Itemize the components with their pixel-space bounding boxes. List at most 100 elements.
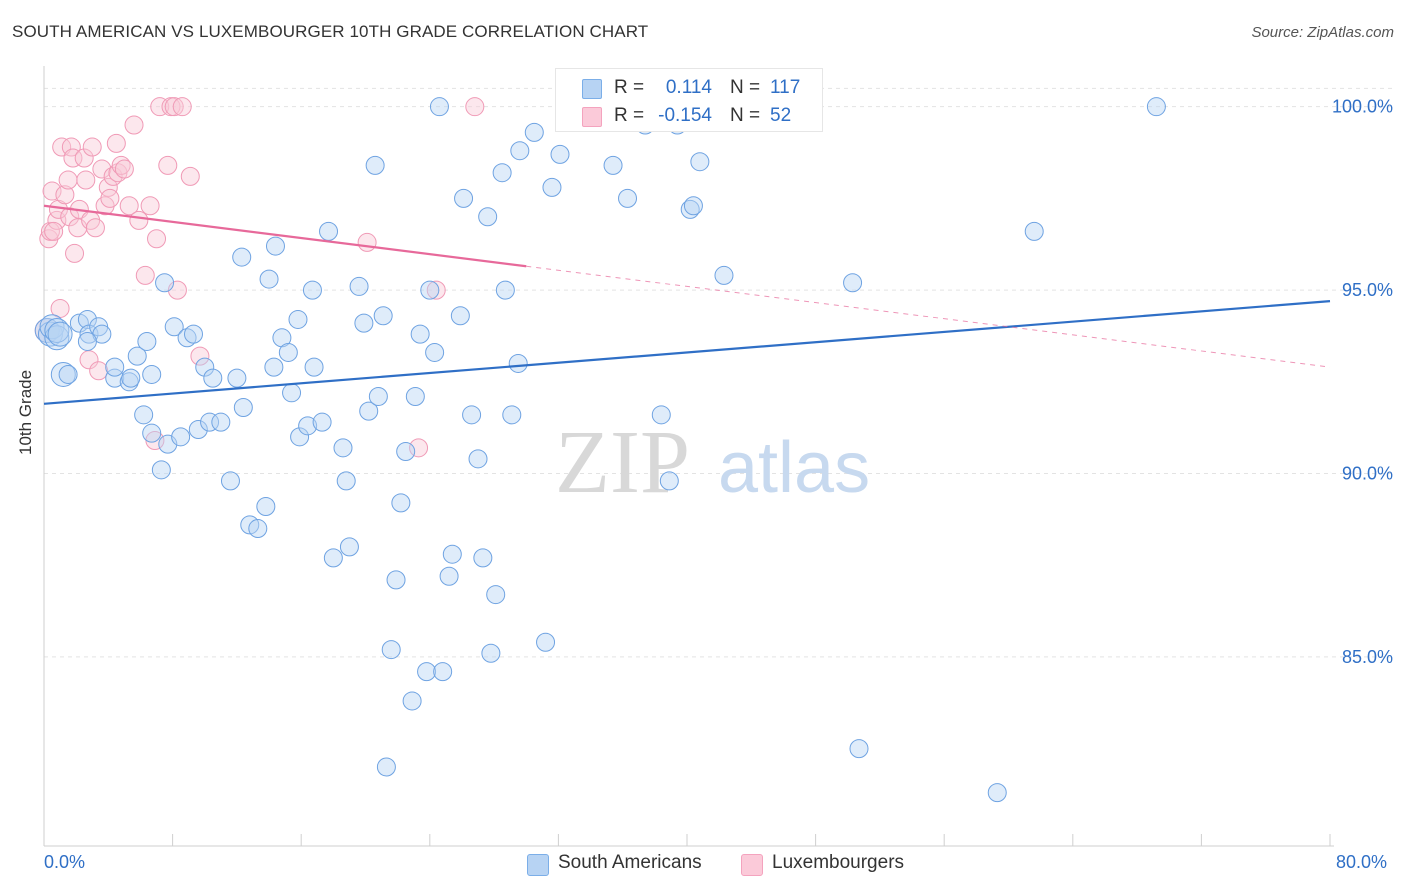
point-south-americans-88 <box>495 280 515 300</box>
point-south-americans-70 <box>402 691 422 711</box>
point-luxembourgers-16 <box>76 170 96 190</box>
legend-n-label: N = <box>730 77 761 98</box>
point-south-americans-46 <box>278 342 298 362</box>
point-luxembourgers-51 <box>44 221 64 241</box>
point-south-americans-31 <box>195 357 215 377</box>
point-south-americans-98 <box>603 155 623 175</box>
point-south-americans-79 <box>450 306 470 326</box>
point-south-americans-1 <box>37 321 63 347</box>
point-luxembourgers-31 <box>129 210 149 230</box>
trend-south-americans <box>43 300 1331 405</box>
legend-n-value: 117 <box>770 77 801 98</box>
point-south-americans-54 <box>319 221 339 241</box>
point-south-americans-108 <box>714 265 734 285</box>
point-south-americans-3 <box>44 325 70 351</box>
watermark: ZIP atlas <box>555 413 870 512</box>
legend-swatch-luxembourgers <box>741 854 763 876</box>
point-south-americans-67 <box>386 570 406 590</box>
point-south-americans-47 <box>282 383 302 403</box>
point-south-americans-4 <box>44 317 70 343</box>
series-legend: South Americans Luxembourgers <box>0 852 1406 878</box>
point-luxembourgers-30 <box>124 115 144 135</box>
trend-lines <box>43 204 1331 405</box>
point-south-americans-33 <box>203 368 223 388</box>
point-south-americans-65 <box>376 757 396 777</box>
point-south-americans-89 <box>502 405 522 425</box>
point-south-americans-53 <box>312 412 332 432</box>
point-south-americans-63 <box>368 386 388 406</box>
point-south-americans-83 <box>473 548 493 568</box>
point-south-americans-37 <box>233 397 253 417</box>
point-luxembourgers-42 <box>190 346 210 366</box>
point-south-americans-95 <box>550 144 570 164</box>
x-tick-label-max: 80.0% <box>1336 852 1388 872</box>
point-south-americans-44 <box>265 236 285 256</box>
point-south-americans-78 <box>442 544 462 564</box>
legend-label-luxembourgers: Luxembourgers <box>772 852 905 873</box>
y-tick-label-85: 85.0% <box>1342 647 1393 667</box>
trend-luxembourgers-solid <box>43 204 527 268</box>
point-south-americans-94 <box>542 177 562 197</box>
point-south-americans-72 <box>410 324 430 344</box>
point-south-americans-84 <box>478 207 498 227</box>
point-south-americans-51 <box>302 280 322 300</box>
point-south-americans-49 <box>290 427 310 447</box>
point-south-americans-62 <box>365 155 385 175</box>
point-south-americans-29 <box>183 324 203 344</box>
y-tick-label-90: 90.0% <box>1342 464 1393 484</box>
point-south-americans-105 <box>680 199 700 219</box>
point-south-americans-106 <box>683 196 703 216</box>
point-south-americans-40 <box>248 519 268 539</box>
point-south-americans-55 <box>323 548 343 568</box>
point-luxembourgers-34 <box>147 229 167 249</box>
point-south-americans-109 <box>843 273 863 293</box>
point-luxembourgers-11 <box>63 148 83 168</box>
point-luxembourgers-32 <box>135 265 155 285</box>
point-luxembourgers-12 <box>65 243 85 263</box>
point-south-americans-50 <box>298 416 318 436</box>
point-south-americans-90 <box>508 353 528 373</box>
point-south-americans-17 <box>121 368 141 388</box>
point-south-americans-91 <box>510 141 530 161</box>
point-south-americans-71 <box>405 386 425 406</box>
legend-swatch-blue <box>582 79 602 99</box>
point-luxembourgers-35 <box>150 97 170 117</box>
point-south-americans-68 <box>391 493 411 513</box>
point-luxembourgers-50 <box>465 97 485 117</box>
point-south-americans-64 <box>373 306 393 326</box>
gridlines <box>44 87 1395 658</box>
point-south-americans-48 <box>288 309 308 329</box>
point-luxembourgers-15 <box>74 148 94 168</box>
legend-r-value: -0.154 <box>658 105 712 126</box>
point-south-americans-52 <box>304 357 324 377</box>
point-south-americans-41 <box>256 497 276 517</box>
point-south-americans-32 <box>200 412 220 432</box>
point-luxembourgers-41 <box>180 166 200 186</box>
legend-r-value: 0.114 <box>665 77 712 98</box>
point-south-americans-112 <box>1024 221 1044 241</box>
legend-swatch-pink <box>582 107 602 127</box>
point-luxembourgers-19 <box>85 218 105 238</box>
point-south-americans-60 <box>354 313 374 333</box>
point-south-americans-114 <box>429 97 449 117</box>
point-south-americans-28 <box>177 328 197 348</box>
point-luxembourgers-28 <box>114 159 134 179</box>
point-south-americans-27 <box>171 427 191 447</box>
legend-swatch-south-americans <box>527 854 549 876</box>
point-south-americans-113 <box>1146 97 1166 117</box>
point-south-americans-6 <box>50 361 76 387</box>
point-south-americans-5 <box>47 321 73 347</box>
point-luxembourgers-49 <box>357 232 377 252</box>
point-luxembourgers-23 <box>100 188 120 208</box>
watermark-zip: ZIP <box>555 413 690 512</box>
point-south-americans-85 <box>481 643 501 663</box>
point-south-americans-24 <box>155 273 175 293</box>
point-south-americans-23 <box>151 460 171 480</box>
point-south-americans-42 <box>259 269 279 289</box>
point-luxembourgers-7 <box>55 185 75 205</box>
point-south-americans-57 <box>336 471 356 491</box>
point-south-americans-18 <box>127 346 147 366</box>
point-south-americans-59 <box>349 276 369 296</box>
point-south-americans-30 <box>188 419 208 439</box>
